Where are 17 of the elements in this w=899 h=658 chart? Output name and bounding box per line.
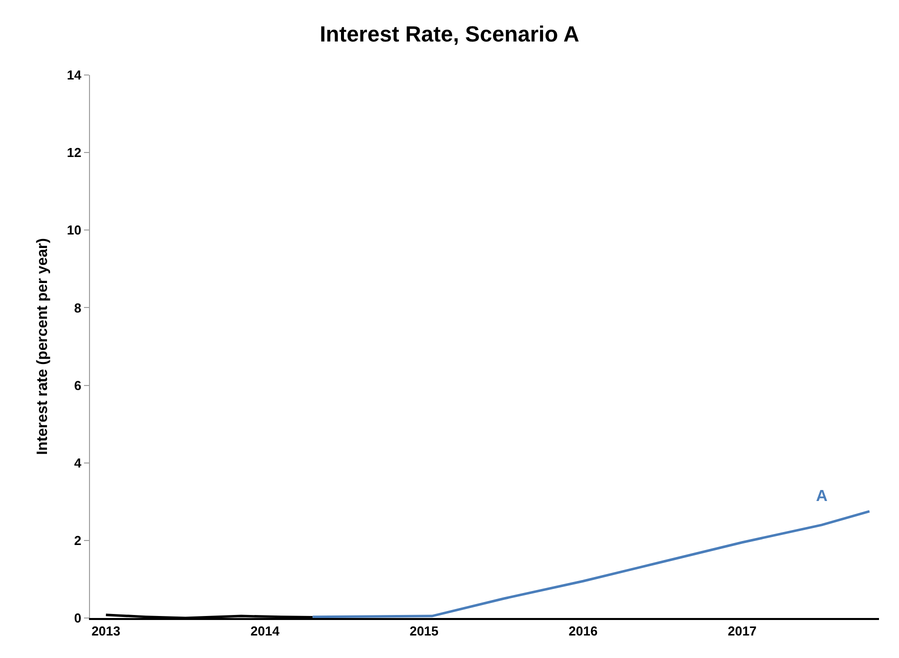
x-tick-label: 2017 <box>728 624 757 639</box>
y-tick-label: 4 <box>74 455 82 470</box>
chart-title: Interest Rate, Scenario A <box>320 22 580 47</box>
x-tick-label: 2013 <box>91 624 120 639</box>
x-tick-label: 2015 <box>410 624 439 639</box>
y-tick-label: 10 <box>66 222 82 238</box>
series-label: A <box>816 488 828 505</box>
y-tick-label: 12 <box>66 145 82 160</box>
y-tick-label: 0 <box>74 610 82 626</box>
x-tick-label: 2016 <box>568 624 598 639</box>
line-series <box>311 510 871 618</box>
x-tick-label: 2014 <box>250 624 280 639</box>
y-tick-label: 2 <box>74 532 82 548</box>
y-axis-title: Interest rate (percent per year) <box>34 238 52 455</box>
y-tick-label: 8 <box>74 300 82 316</box>
y-tick-label: 6 <box>74 378 82 393</box>
y-tick-label: 14 <box>66 68 82 83</box>
